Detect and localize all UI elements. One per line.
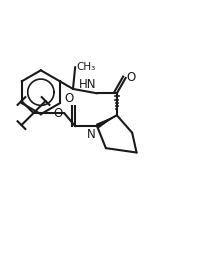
Text: CH₃: CH₃ [76,62,95,72]
Text: HN: HN [79,78,96,91]
Text: O: O [65,92,74,105]
Text: N: N [87,128,96,141]
Text: O: O [54,106,63,120]
Polygon shape [96,115,117,128]
Text: O: O [127,71,136,84]
